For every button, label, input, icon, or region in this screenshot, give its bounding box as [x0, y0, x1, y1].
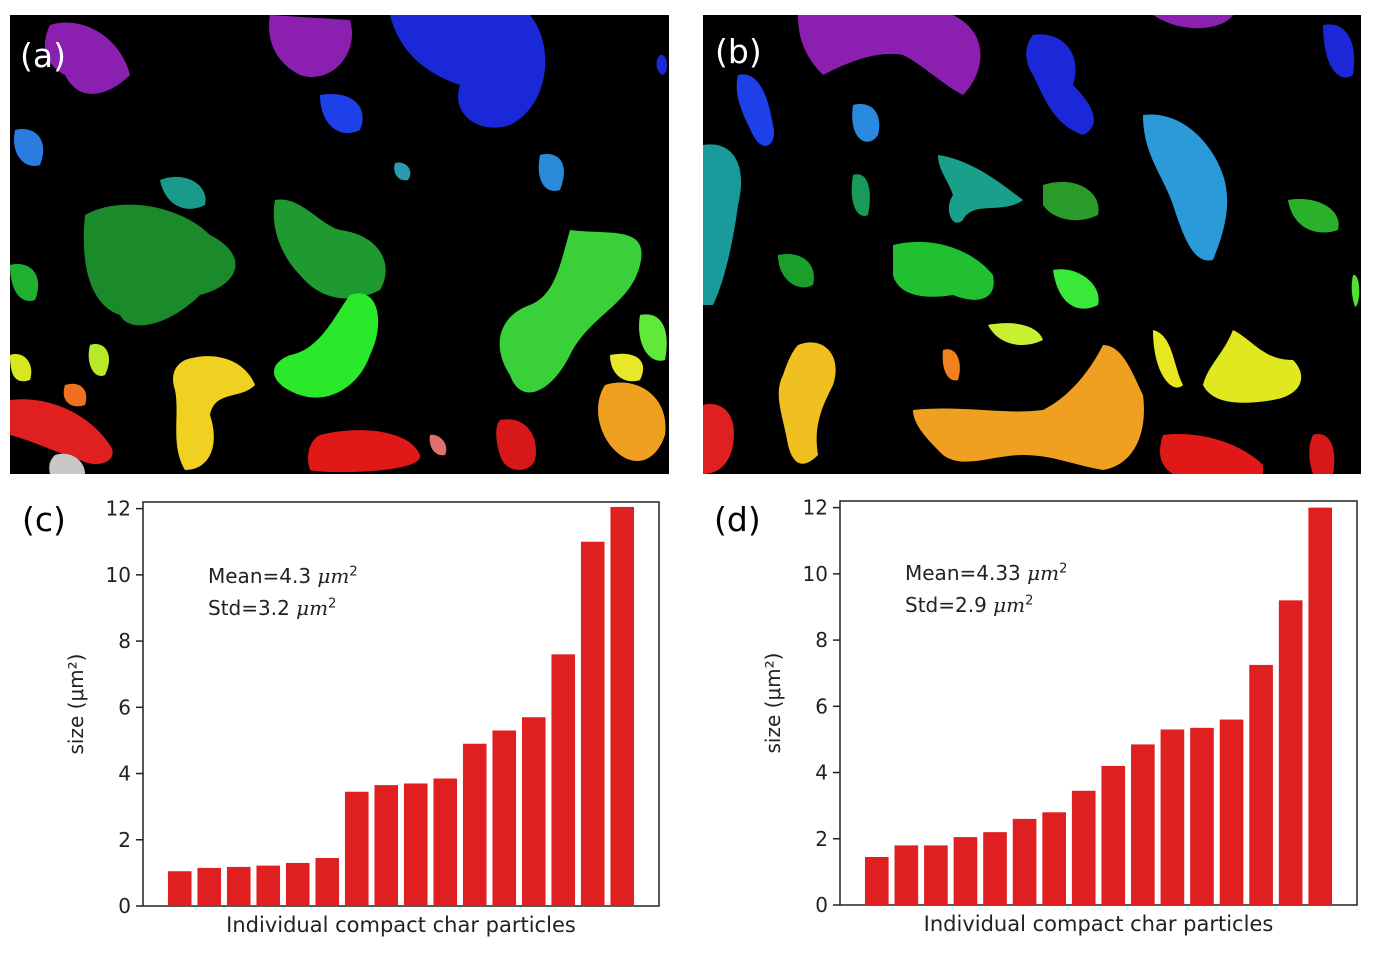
unit-c-std: μm: [296, 596, 329, 620]
bar: [197, 867, 222, 906]
bar: [1131, 744, 1155, 905]
unit-exp-c-std: 2: [328, 596, 337, 612]
panel-label-b: (b): [715, 32, 762, 71]
bar: [256, 865, 281, 906]
y-tick-label: 10: [106, 563, 131, 587]
y-axis-label: size (μm²): [64, 654, 88, 755]
bar: [315, 857, 340, 906]
particle-blobs: [10, 15, 668, 474]
y-tick-label: 10: [803, 562, 828, 586]
x-axis-label: Individual compact char particles: [924, 912, 1274, 936]
y-tick-label: 12: [803, 496, 828, 520]
bar: [864, 856, 889, 905]
mean-annotation-c: Mean=4.3 μm2: [208, 564, 358, 588]
y-tick-label: 6: [815, 694, 828, 718]
bar: [403, 783, 428, 906]
std-text-d: Std=2.9: [905, 593, 994, 617]
bar: [551, 654, 576, 906]
bar: [167, 871, 192, 906]
y-tick-label: 12: [106, 497, 131, 521]
mean-text-c: Mean=4.3: [208, 564, 318, 588]
bar-chart-d: 0 2 4 6 8 10 12 Individual compact char particl…: [761, 496, 1358, 936]
bar: [894, 845, 919, 905]
y-tick-label: 2: [815, 827, 828, 851]
y-tick-label: 0: [118, 894, 131, 918]
unit-exp-d-std: 2: [1025, 593, 1034, 609]
bar: [924, 845, 948, 905]
bar: [610, 506, 635, 906]
bar: [580, 541, 605, 906]
bar: [374, 785, 399, 906]
bar: [1190, 727, 1214, 905]
unit-d-mean: μm: [1027, 561, 1060, 585]
bar: [1042, 812, 1066, 905]
mean-text-d: Mean=4.33: [905, 561, 1028, 585]
std-annotation-c: Std=3.2 μm2: [208, 596, 336, 620]
bar: [344, 791, 369, 906]
y-tick-label: 8: [118, 629, 131, 653]
segmentation-blobs-b: [703, 15, 1360, 474]
bar: [1249, 664, 1273, 905]
particle-blobs: [703, 15, 1360, 474]
panel-label-a: (a): [20, 36, 66, 75]
panel-label-c: (c): [22, 500, 66, 539]
y-tick-label: 4: [815, 761, 828, 785]
unit-exp-d-mean: 2: [1059, 561, 1068, 577]
bar: [433, 778, 458, 906]
plot-frame: [142, 501, 660, 907]
y-tick-label: 8: [815, 628, 828, 652]
segmentation-image-b: (b): [703, 15, 1361, 474]
bar: [953, 837, 978, 905]
y-tick-label: 0: [815, 893, 828, 917]
bar: [1308, 507, 1333, 905]
unit-d-std: μm: [993, 593, 1026, 617]
bar: [1219, 719, 1244, 905]
bar: [521, 717, 546, 906]
unit-c-mean: μm: [317, 564, 350, 588]
y-tick-label: 4: [118, 762, 131, 786]
mean-annotation-d: Mean=4.33 μm2: [905, 561, 1067, 585]
unit-exp-c-mean: 2: [349, 564, 358, 580]
y-axis-label: size (μm²): [761, 653, 785, 754]
bar: [1278, 600, 1303, 905]
plot-frame: [839, 500, 1358, 906]
bar: [1012, 818, 1037, 905]
bar: [1071, 790, 1096, 905]
std-annotation-d: Std=2.9 μm2: [905, 593, 1033, 617]
bar: [983, 832, 1007, 905]
bar-chart-c: 0 2 4 6 8 10 12 Individual compact char particl…: [64, 497, 660, 937]
bar: [1101, 765, 1126, 905]
x-axis-label: Individual compact char particles: [226, 913, 576, 937]
y-tick-label: 2: [118, 828, 131, 852]
bar: [1160, 729, 1185, 905]
bar: [226, 866, 251, 906]
panel-label-d: (d): [714, 500, 761, 539]
std-text-c: Std=3.2: [208, 596, 297, 620]
bar: [285, 862, 310, 906]
segmentation-image-a: (a): [10, 15, 669, 474]
bar: [462, 743, 487, 906]
segmentation-blobs-a: [10, 15, 668, 474]
y-tick-label: 6: [118, 695, 131, 719]
bar: [492, 730, 517, 906]
